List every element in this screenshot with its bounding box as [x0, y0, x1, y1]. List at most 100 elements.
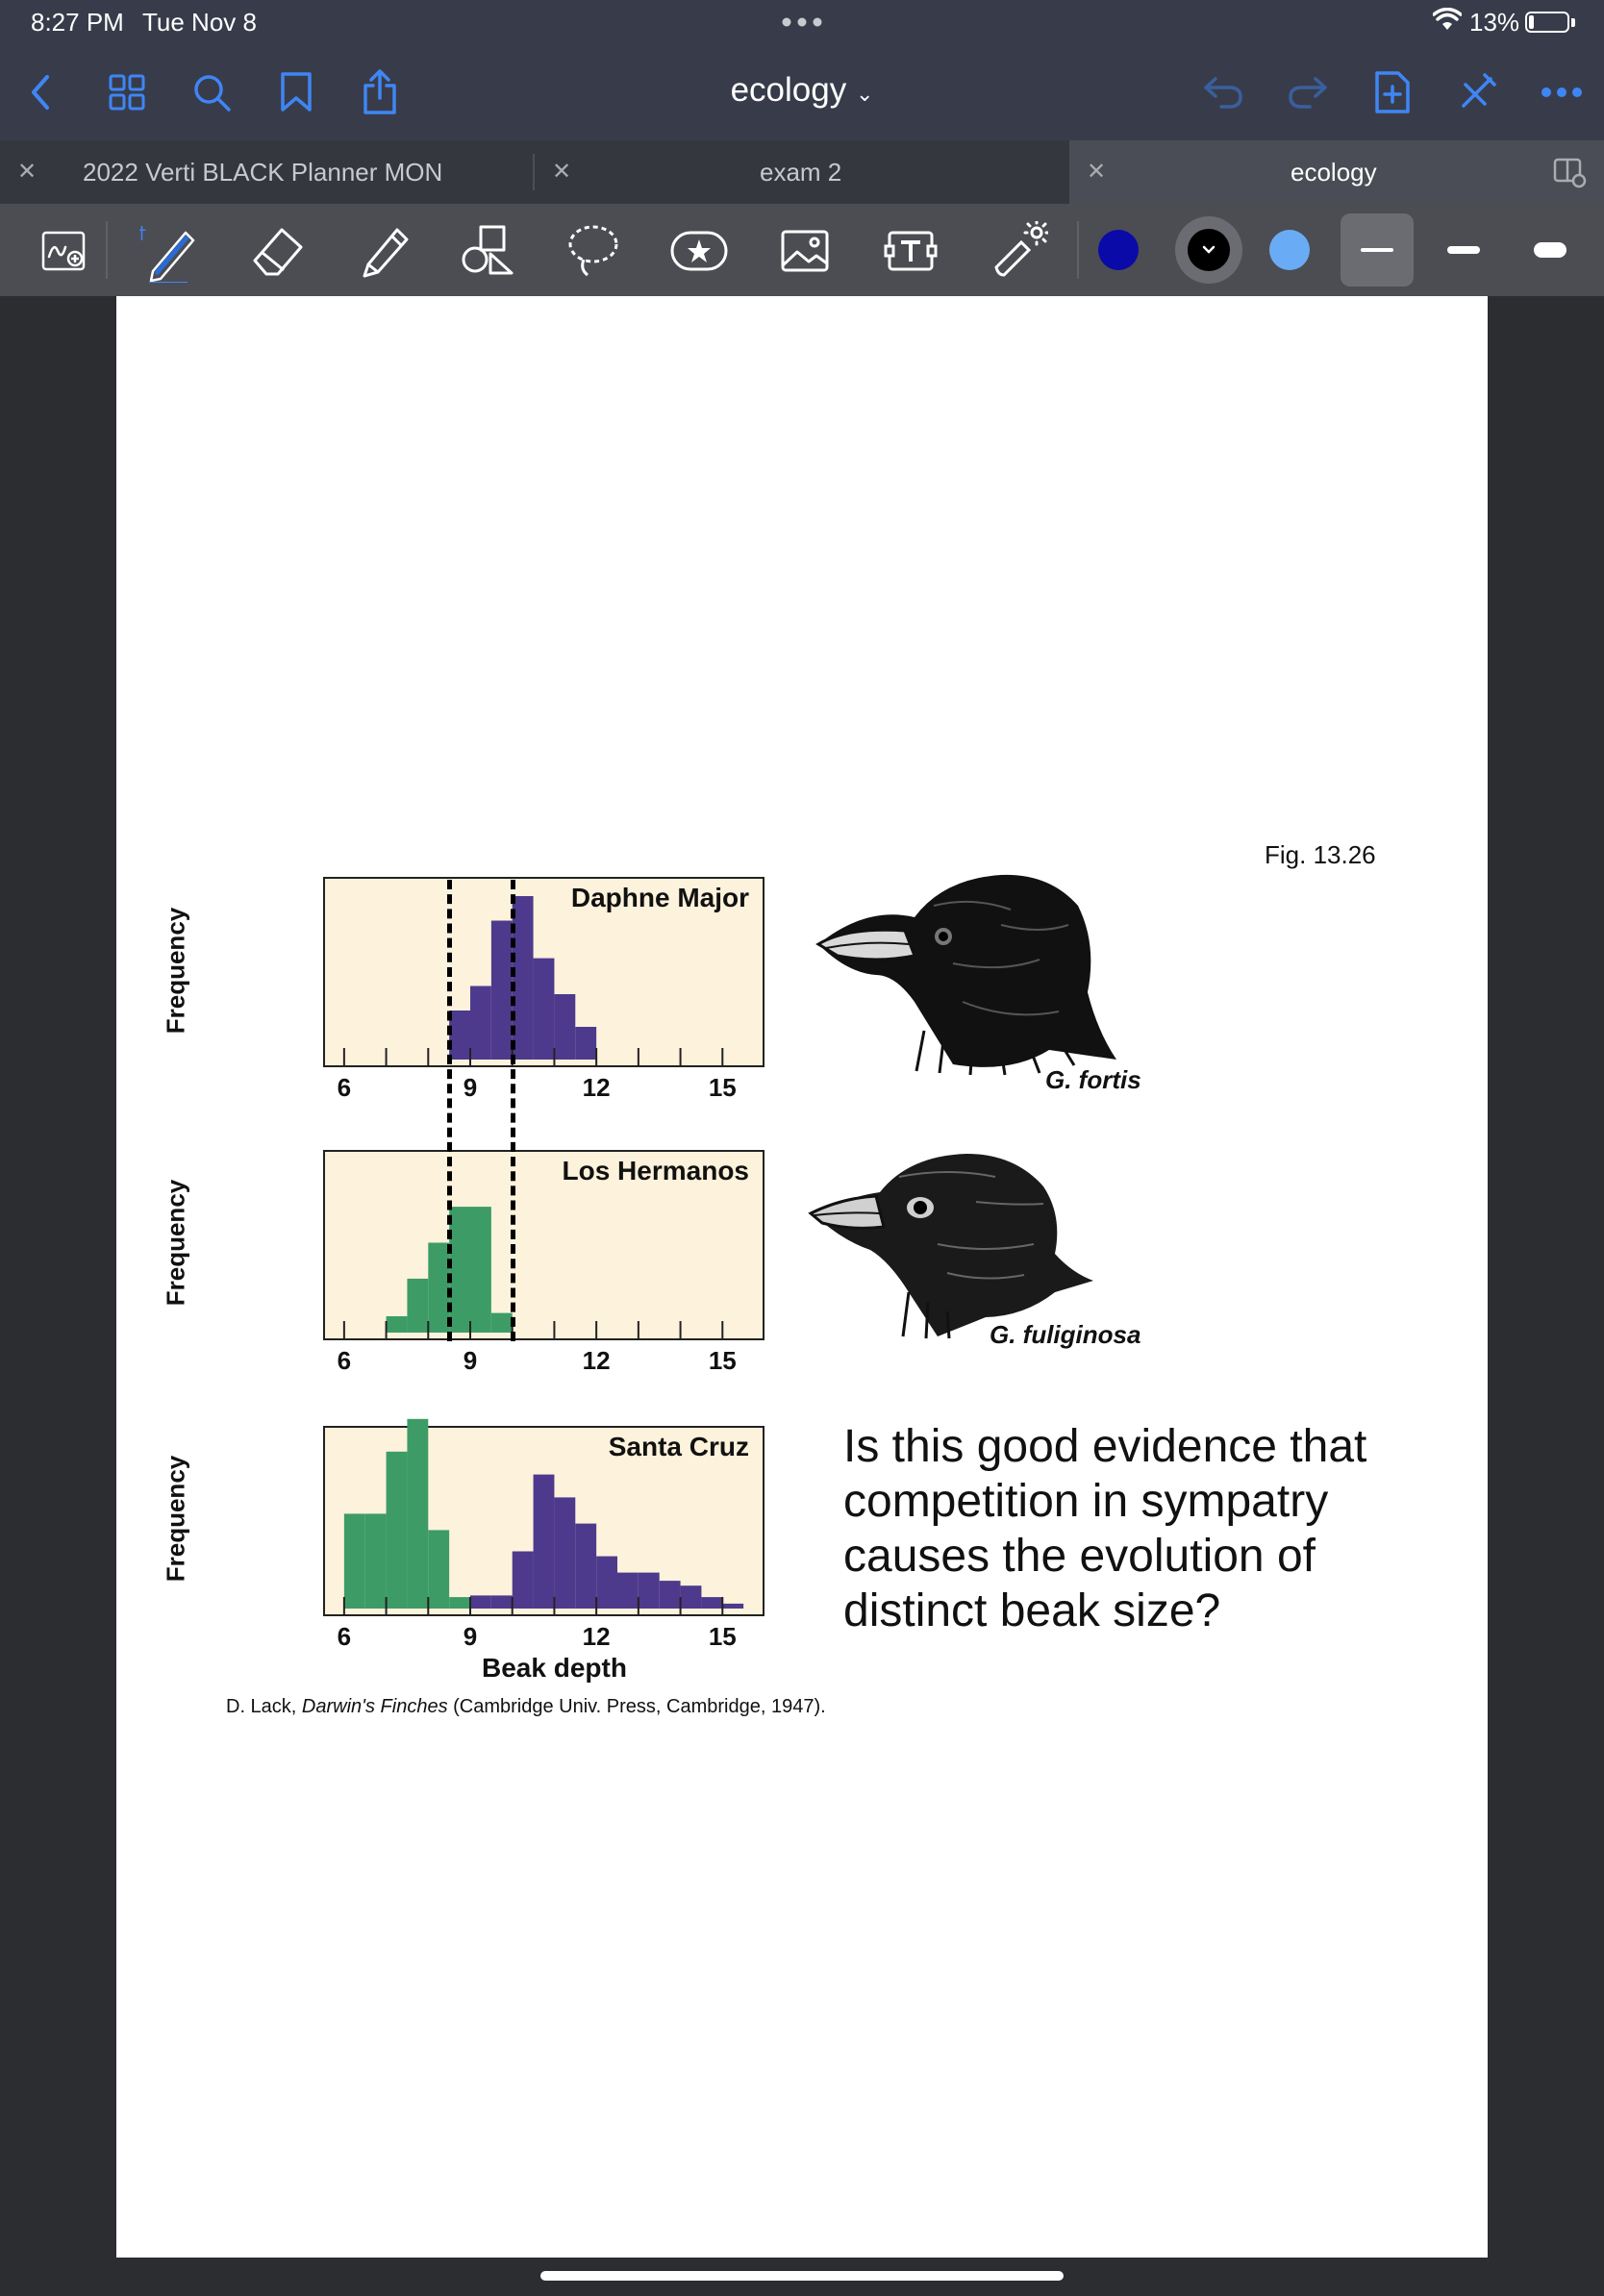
image-icon[interactable]: [771, 217, 839, 285]
histogram-bar: [554, 994, 576, 1060]
histogram-bar: [343, 1513, 365, 1609]
histogram-bar: [490, 920, 513, 1060]
stroke-thick-icon: [1534, 242, 1566, 258]
histogram-bar: [449, 1207, 470, 1333]
histogram-bar: [428, 1530, 450, 1609]
battery-percent: 13%: [1469, 8, 1520, 37]
plot-title: Santa Cruz: [608, 1432, 749, 1461]
shapes-icon[interactable]: [454, 217, 521, 285]
tick-label: 15: [708, 1346, 737, 1375]
histogram-bar: [407, 1418, 429, 1609]
tick-label: 6: [337, 1073, 352, 1102]
stroke-thin-icon: [1361, 248, 1393, 252]
close-tab-icon[interactable]: ✕: [552, 159, 572, 185]
color-swatch-selected-ring[interactable]: [1175, 216, 1242, 284]
histogram-bar: [470, 1207, 491, 1333]
plot-title: Daphne Major: [570, 883, 749, 912]
redo-icon[interactable]: [1281, 65, 1335, 119]
dashed-reference-line: [447, 880, 453, 1341]
search-icon[interactable]: [185, 65, 238, 119]
status-time: 8:27 PM: [31, 8, 124, 37]
g-fortis-illustration: [815, 874, 1116, 1076]
nav-bar: ecology ⌄: [0, 48, 1604, 140]
tick-label: 9: [463, 1622, 478, 1651]
highlighter-icon[interactable]: [350, 217, 417, 285]
text-icon[interactable]: [877, 217, 944, 285]
bird-label: G. fortis: [1045, 1065, 1141, 1094]
histogram-bar: [722, 1603, 744, 1609]
close-pen-icon[interactable]: [1450, 65, 1504, 119]
undo-icon[interactable]: [1196, 65, 1250, 119]
battery-nub: [1571, 18, 1575, 27]
histogram-bar: [428, 1242, 450, 1333]
histogram-svg: [342, 1207, 724, 1338]
document-title-button[interactable]: ecology ⌄: [731, 71, 874, 109]
lasso-icon[interactable]: [560, 217, 627, 285]
histogram-bar: [512, 896, 534, 1060]
pen-icon[interactable]: †: [137, 217, 204, 285]
bookmark-icon[interactable]: [269, 65, 323, 119]
color-swatch-dark-blue[interactable]: [1098, 230, 1139, 270]
bird-label: G. fuliginosa: [990, 1320, 1141, 1349]
histogram-santa-cruz: Santa Cruz: [323, 1418, 764, 1616]
histogram-bar: [638, 1572, 660, 1609]
histogram-bar: [407, 1278, 429, 1333]
tick-label: 6: [337, 1622, 352, 1651]
close-tab-icon[interactable]: ✕: [1087, 159, 1107, 185]
tab-ecology[interactable]: ✕ ecology: [1069, 140, 1604, 204]
tick-label: 12: [582, 1346, 611, 1375]
add-page-icon[interactable]: [1366, 65, 1419, 119]
document-title-text: ecology: [730, 71, 847, 109]
color-swatch-black[interactable]: [1188, 229, 1230, 271]
eraser-icon[interactable]: [244, 217, 312, 285]
plot-title: Los Hermanos: [562, 1156, 750, 1185]
histogram-bar: [449, 1011, 470, 1060]
tick-label: 15: [708, 1622, 737, 1651]
back-icon[interactable]: [13, 65, 67, 119]
more-icon[interactable]: [1535, 65, 1589, 119]
tab-label: ecology: [1291, 158, 1377, 187]
histogram-svg: [342, 1418, 744, 1614]
y-axis-label: Frequency: [161, 1179, 190, 1307]
histogram-bar: [596, 1556, 617, 1609]
tick-label: 9: [463, 1346, 478, 1375]
close-tab-icon[interactable]: ✕: [17, 159, 38, 185]
g-fuliginosa-illustration: [808, 1154, 1093, 1339]
histogram-bar: [575, 1523, 597, 1609]
tab-planner[interactable]: ✕ 2022 Verti BLACK Planner MON: [0, 140, 533, 204]
tab-divider: [533, 154, 535, 190]
histogram-bar: [512, 1551, 534, 1609]
home-indicator[interactable]: [540, 2271, 1064, 2281]
citation-suffix: (Cambridge Univ. Press, Cambridge, 1947)…: [447, 1696, 826, 1717]
stroke-thick-button[interactable]: [1514, 213, 1587, 287]
chevron-down-icon: [1202, 245, 1216, 254]
citation-title: Darwin's Finches: [301, 1696, 448, 1717]
stroke-medium-button[interactable]: [1427, 213, 1500, 287]
histogram-bar: [533, 1474, 555, 1609]
tab-exam-2[interactable]: ✕ exam 2: [535, 140, 1067, 204]
wifi-icon: [1433, 8, 1462, 30]
y-axis-label: Frequency: [161, 1455, 190, 1583]
histogram-bar: [364, 1513, 387, 1609]
tick-label: 9: [463, 1073, 478, 1102]
tab-label: exam 2: [760, 158, 842, 187]
share-icon[interactable]: [353, 65, 407, 119]
dashed-reference-line: [510, 880, 515, 1341]
split-view-icon[interactable]: [1552, 154, 1587, 188]
thumbnails-icon[interactable]: [100, 65, 154, 119]
histogram-bar: [449, 1597, 470, 1609]
color-swatch-light-blue[interactable]: [1269, 230, 1310, 270]
sticker-icon[interactable]: [665, 217, 733, 285]
laser-pointer-icon[interactable]: [985, 217, 1052, 285]
multitasking-dots-icon[interactable]: [779, 6, 825, 35]
x-axis-label: Beak depth: [482, 1653, 627, 1683]
histogram-bar: [490, 1312, 513, 1333]
toolbar-divider: [106, 221, 108, 279]
question-text: Is this good evidence that competition i…: [843, 1421, 1367, 1636]
tab-label: 2022 Verti BLACK Planner MON: [83, 158, 443, 187]
histogram-bar: [386, 1316, 408, 1333]
document-page[interactable]: Fig. 13.26 Frequency Frequency Frequency…: [116, 296, 1488, 2258]
stroke-thin-button[interactable]: [1341, 213, 1414, 287]
zoom-window-icon[interactable]: [31, 217, 98, 285]
tick-label: 12: [582, 1622, 611, 1651]
